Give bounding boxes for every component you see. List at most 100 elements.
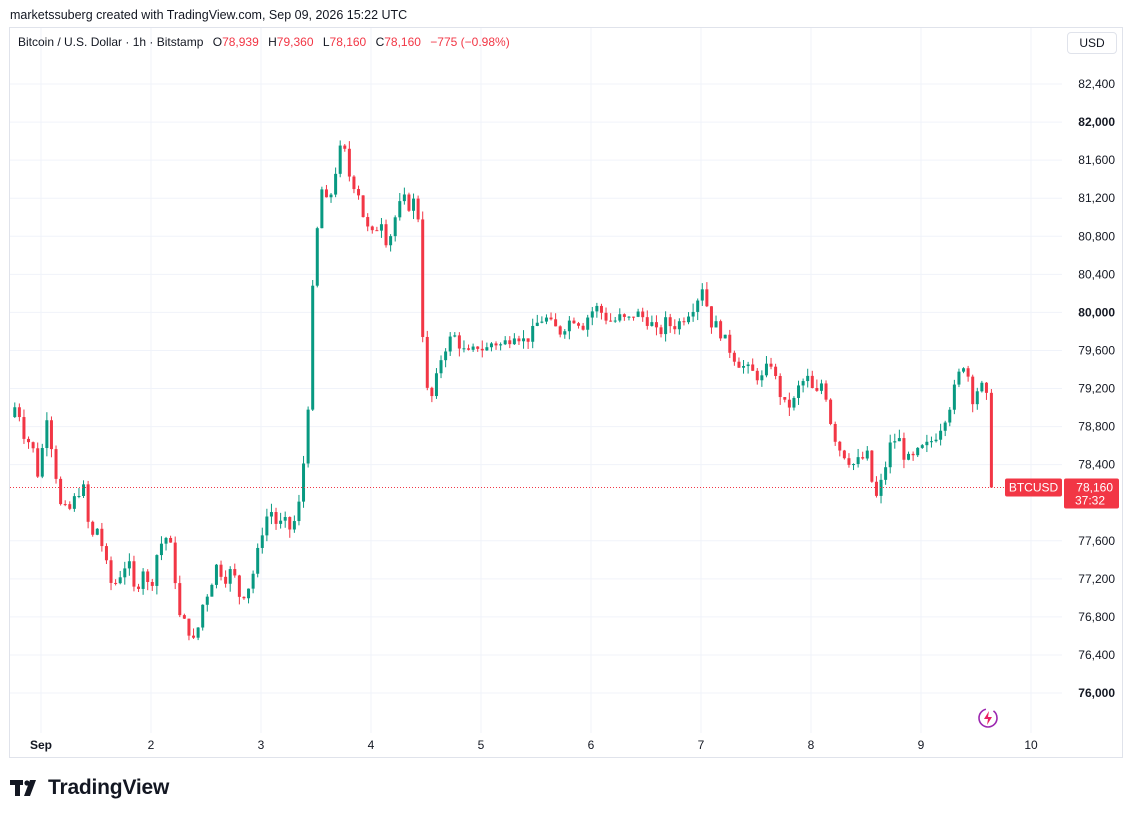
candle-body <box>430 387 434 397</box>
candle-body <box>636 311 640 317</box>
candle-body <box>572 320 576 324</box>
x-tick-label: 6 <box>588 738 595 752</box>
chart-frame[interactable] <box>9 27 1123 758</box>
price-tag <box>1064 478 1119 509</box>
x-tick-label: 2 <box>148 738 155 752</box>
candle-body <box>434 373 438 397</box>
candle-body <box>393 217 397 237</box>
candle-body <box>852 464 856 466</box>
candle-body <box>544 317 548 322</box>
candle-body <box>787 399 791 408</box>
candle-body <box>925 441 929 446</box>
candle-body <box>494 343 498 346</box>
candle-body <box>444 351 448 361</box>
candle-body <box>467 348 471 350</box>
candle-body <box>966 368 970 377</box>
candle-body <box>86 484 90 522</box>
candle-body <box>879 479 883 496</box>
candle-body <box>838 441 842 451</box>
candle-body <box>274 512 278 524</box>
candle-body <box>155 555 159 586</box>
candle-body <box>870 450 874 482</box>
candle-body <box>311 285 315 410</box>
candle-body <box>370 226 374 231</box>
y-tick-label: 76,400 <box>1078 648 1115 662</box>
candle-body <box>22 417 26 439</box>
y-tick-label: 78,400 <box>1078 458 1115 472</box>
candle-body <box>618 314 622 321</box>
y-tick-label: 77,200 <box>1078 572 1115 586</box>
currency-button[interactable]: USD <box>1067 32 1117 54</box>
candle-body <box>577 323 581 326</box>
spark-icon[interactable] <box>976 706 1000 730</box>
candle-body <box>357 189 361 196</box>
candle-body <box>210 584 214 597</box>
candle-body <box>829 399 833 424</box>
candle-body <box>893 441 897 443</box>
candle-body <box>123 568 127 578</box>
candle-body <box>512 338 516 345</box>
candle-body <box>379 224 383 231</box>
candle-body <box>402 194 406 202</box>
candle-body <box>760 375 764 381</box>
candle-body <box>141 571 145 589</box>
chart-credit: marketssuberg created with TradingView.c… <box>10 8 408 22</box>
candle-body <box>939 430 943 440</box>
candle-body <box>159 543 163 556</box>
candle-body <box>581 325 585 330</box>
candle-body <box>17 407 21 418</box>
candle-body <box>288 517 292 530</box>
candle-body <box>137 586 141 589</box>
candle-body <box>508 340 512 345</box>
candle-body <box>677 321 681 330</box>
candle-body <box>742 366 746 368</box>
candle-body <box>540 321 544 323</box>
candle-body <box>265 516 269 536</box>
x-tick-label: 4 <box>368 738 375 752</box>
tradingview-logo[interactable]: TradingView <box>10 776 169 800</box>
x-tick-label: 3 <box>258 738 265 752</box>
candle-body <box>471 346 475 350</box>
candle-body <box>82 484 86 496</box>
candle-body <box>27 438 31 443</box>
candle-body <box>957 371 961 385</box>
price-tag-value: 78,160 <box>1076 480 1113 494</box>
x-tick-label: 9 <box>918 738 925 752</box>
tv-logo-icon <box>10 780 36 796</box>
candle-body <box>31 442 35 449</box>
candle-body <box>769 363 773 367</box>
low-label: L <box>322 35 330 49</box>
candle-body <box>13 407 17 418</box>
price-tag-countdown: 37:32 <box>1075 493 1105 507</box>
candle-body <box>833 423 837 442</box>
candle-body <box>164 537 168 544</box>
candle-body <box>888 442 892 468</box>
candle-body <box>150 581 154 586</box>
y-tick-label: 82,400 <box>1078 77 1115 91</box>
candle-body <box>315 228 319 286</box>
candle-body <box>856 457 860 465</box>
candle-body <box>439 360 443 374</box>
y-tick-label: 76,000 <box>1078 686 1115 700</box>
candle-body <box>714 321 718 328</box>
candle-body <box>425 336 429 388</box>
candle-body <box>563 331 567 335</box>
candle-body <box>256 547 260 574</box>
candle-body <box>228 569 232 584</box>
candle-body <box>962 368 966 372</box>
candle-body <box>91 521 95 535</box>
candle-body <box>691 311 695 317</box>
candle-body <box>219 564 223 577</box>
candle-body <box>59 478 63 505</box>
candle-body <box>604 312 608 321</box>
candle-body <box>343 145 347 149</box>
candle-body <box>77 495 81 497</box>
symbol-tag-label: BTCUSD <box>1009 480 1059 494</box>
candle-body <box>192 635 196 638</box>
candle-body <box>40 448 44 477</box>
candle-body <box>63 504 67 506</box>
tradingview-wordmark: TradingView <box>48 776 170 799</box>
candle-body <box>907 453 911 460</box>
candle-body <box>874 481 878 496</box>
